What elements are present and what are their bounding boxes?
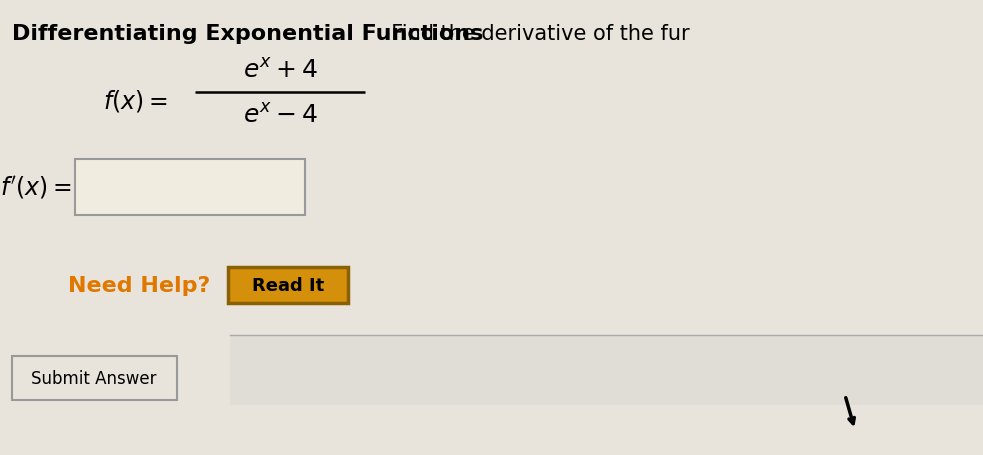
Text: Read It: Read It xyxy=(252,276,324,294)
Text: $f(x) =$: $f(x) =$ xyxy=(103,88,168,114)
FancyBboxPatch shape xyxy=(230,335,983,405)
Text: $e^x + 4$: $e^x + 4$ xyxy=(243,59,318,83)
Text: Find the derivative of the fur: Find the derivative of the fur xyxy=(378,24,690,44)
Text: $e^x - 4$: $e^x - 4$ xyxy=(243,104,318,128)
FancyBboxPatch shape xyxy=(228,268,348,303)
Text: Need Help?: Need Help? xyxy=(68,275,210,295)
Text: Differentiating Exponential Functions: Differentiating Exponential Functions xyxy=(12,24,484,44)
FancyBboxPatch shape xyxy=(75,160,305,216)
FancyBboxPatch shape xyxy=(12,356,177,400)
Text: $f'(x) =$: $f'(x) =$ xyxy=(0,174,72,201)
Text: Submit Answer: Submit Answer xyxy=(31,369,156,387)
